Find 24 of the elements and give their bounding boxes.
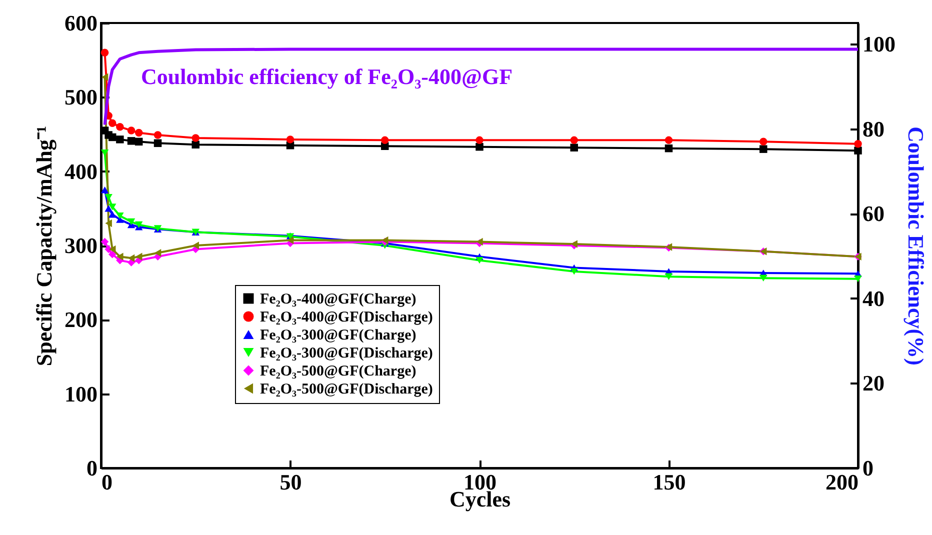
legend-label: Fe₂O₃-300@GF(Discharge) bbox=[260, 346, 433, 362]
legend-label: Fe₂O₃-500@GF(Discharge) bbox=[260, 382, 433, 398]
x-tick-label: 50 bbox=[280, 470, 302, 494]
y-axis-title: Specific Capacity/mAhg⁻¹ bbox=[32, 126, 56, 366]
x-tick-label: 150 bbox=[652, 470, 686, 494]
y2-tick-label: 60 bbox=[862, 201, 884, 226]
y2-tick-label: 100 bbox=[862, 32, 896, 57]
y-tick-label: 400 bbox=[64, 158, 98, 184]
y2-tick-label: 20 bbox=[862, 370, 884, 396]
y-tick-label: 500 bbox=[64, 84, 98, 110]
y-tick-label: 300 bbox=[64, 233, 98, 258]
legend-label: Fe₂O₃-300@GF(Charge) bbox=[260, 328, 416, 344]
legend-label: Fe₂O₃-400@GF(Discharge) bbox=[260, 310, 433, 326]
legend-label: Fe₂O₃-500@GF(Charge) bbox=[260, 364, 416, 380]
y2-tick-label: 80 bbox=[862, 116, 884, 142]
legend-label: Fe₂O₃-400@GF(Charge) bbox=[260, 292, 416, 308]
y2-tick-label: 40 bbox=[862, 286, 884, 311]
y-tick-label: 100 bbox=[64, 381, 98, 406]
y2-axis-title: Coulombic Efficiency(%) bbox=[904, 126, 928, 366]
x-tick-label: 200 bbox=[826, 470, 858, 494]
line-series bbox=[103, 48, 860, 126]
series-label: Coulombic efficiency of Fe₂O₃-400@GF bbox=[141, 64, 513, 89]
y-tick-label: 200 bbox=[64, 307, 98, 332]
y-tick-label: 600 bbox=[64, 10, 98, 36]
